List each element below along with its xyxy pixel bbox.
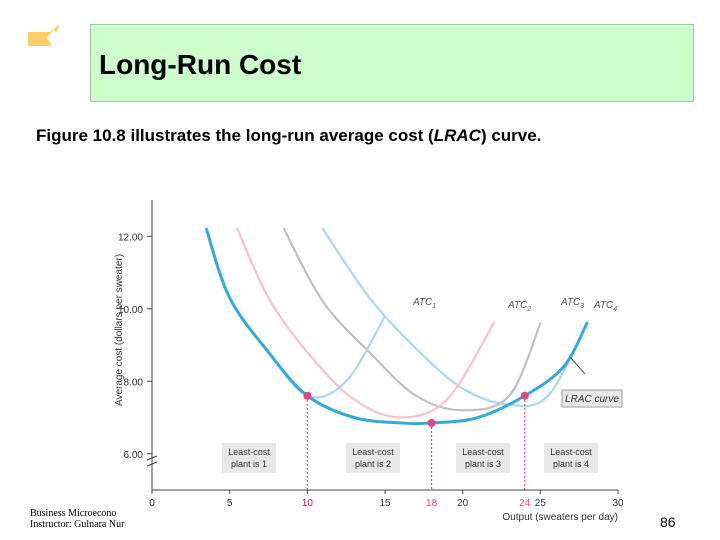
plant-label-2-line1: Least-cost [352, 447, 394, 457]
y-tick-label-0: 6.00 [124, 450, 144, 461]
series-atc4 [321, 227, 589, 408]
dots-layer [303, 391, 529, 490]
x-axis-title: Output (sweaters per day) [502, 512, 618, 523]
plant-label-1-line2: plant is 1 [231, 459, 267, 469]
y-axis-title: Average cost (dollars per sweater) [114, 254, 125, 406]
title-box: Long-Run Cost [90, 24, 694, 102]
curves-layer [204, 227, 589, 426]
x-tick-label-4: 20 [457, 498, 469, 509]
caption-end: ) curve. [480, 126, 542, 145]
plant-label-2-line2: plant is 2 [355, 459, 391, 469]
x-tick-label-6: 30 [612, 498, 624, 509]
plant-box-1 [222, 443, 276, 473]
x-tick-label-5: 25 [535, 498, 547, 509]
labels-layer: ATC1 ATC2 ATC3 ATC4 LRAC curve Least-cost plan… [222, 297, 623, 473]
plant-label-3-line1: Least-cost [462, 447, 504, 457]
y-tick-label-1: 8.00 [124, 377, 144, 388]
label-atc2: ATC2 [507, 300, 531, 313]
label-atc1: ATC1 [412, 297, 436, 310]
plant-box-3 [456, 443, 510, 473]
label-atc4: ATC4 [593, 300, 617, 313]
plant-label-4-line1: Least-cost [550, 447, 592, 457]
plant-box-2 [346, 443, 400, 473]
caption-lrac: LRAC [433, 126, 481, 145]
plant-box-4 [544, 443, 598, 473]
point-1 [303, 391, 312, 400]
footer-line-2: Instructor: Gulnara Nur [30, 519, 125, 530]
callout-leader [569, 356, 586, 375]
bullet-diamond-icon [28, 24, 60, 46]
x-marked-label-0: 10 [302, 498, 314, 509]
series-lrac [204, 227, 589, 426]
y-tick-label-3: 12.00 [118, 232, 143, 243]
label-atc3: ATC3 [560, 297, 584, 310]
x-tick-label-0: 0 [149, 498, 155, 509]
slide-title: Long-Run Cost [99, 49, 302, 80]
caption-start: Figure 10.8 illustrates the long-run ave… [36, 126, 434, 145]
callout-box [561, 389, 623, 408]
footer: Business Microecono Instructor: Gulnara … [30, 508, 124, 530]
x-marked-label-2: 24 [519, 498, 531, 509]
series-atc3 [282, 227, 542, 412]
x-marked-label-1: 18 [426, 498, 438, 509]
axis-break [146, 455, 158, 467]
x-tick-label-3: 15 [379, 498, 391, 509]
plant-label-4-line2: plant is 4 [553, 459, 589, 469]
footer-line-1: Business Microecono [30, 508, 117, 519]
y-tick-label-2: 10.00 [118, 305, 143, 316]
figure-caption: Figure 10.8 illustrates the long-run ave… [36, 125, 676, 147]
x-tick-label-2: 10 [302, 498, 314, 509]
point-3 [520, 391, 529, 400]
plant-label-3-line2: plant is 3 [465, 459, 501, 469]
series-atc2 [236, 227, 495, 419]
plant-label-1-line1: Least-cost [228, 447, 270, 457]
point-2 [427, 418, 436, 427]
slide-number: 86 [660, 514, 676, 530]
callout-text: LRAC curve [565, 394, 619, 405]
x-tick-label-1: 5 [227, 498, 233, 509]
